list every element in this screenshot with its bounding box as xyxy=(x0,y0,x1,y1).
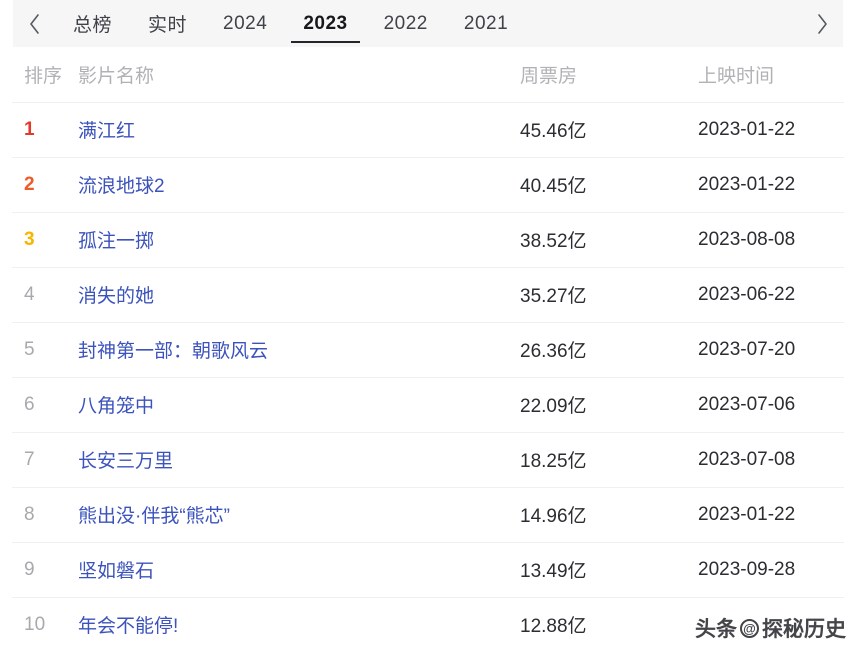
row-rank: 9 xyxy=(24,558,35,580)
row-title[interactable]: 熊出没·伴我“熊芯” xyxy=(78,506,230,527)
table-header-row: 排序 影片名称 周票房 上映时间 xyxy=(0,47,858,102)
row-rank: 6 xyxy=(24,393,35,415)
row-title[interactable]: 孤注一掷 xyxy=(78,231,155,252)
row-title[interactable]: 消失的她 xyxy=(78,286,155,307)
tab-2022[interactable]: 2022 xyxy=(383,12,428,34)
chevron-left-icon[interactable] xyxy=(13,0,55,47)
row-rank: 10 xyxy=(24,613,46,635)
row-boxoffice: 18.25亿 xyxy=(520,451,587,472)
tab-2021[interactable]: 2021 xyxy=(463,12,509,34)
table-row[interactable]: 8 熊出没·伴我“熊芯” 14.96亿 2023-01-22 xyxy=(0,487,858,542)
row-release: 2023-01-22 xyxy=(698,118,796,140)
row-title[interactable]: 长安三万里 xyxy=(78,451,174,472)
row-release: 2023-07-06 xyxy=(698,393,796,415)
row-rank: 4 xyxy=(24,283,35,305)
row-title[interactable]: 年会不能停! xyxy=(78,616,179,637)
row-rank: 8 xyxy=(24,503,35,525)
table-row[interactable]: 7 长安三万里 18.25亿 2023-07-08 xyxy=(0,432,858,487)
row-rank: 7 xyxy=(24,448,35,470)
row-title[interactable]: 八角笼中 xyxy=(78,396,155,417)
row-title[interactable]: 流浪地球2 xyxy=(78,176,165,197)
row-release: 2023-01-22 xyxy=(698,173,796,195)
tab-2024[interactable]: 2024 xyxy=(223,12,268,34)
table-row[interactable]: 10 年会不能停! 12.88亿 xyxy=(0,597,858,652)
row-release: 2023-01-22 xyxy=(698,503,796,525)
table-row[interactable]: 2 流浪地球2 40.45亿 2023-01-22 xyxy=(0,157,858,212)
row-release: 2023-07-20 xyxy=(698,338,796,360)
tab-realtime[interactable]: 实时 xyxy=(148,15,188,36)
table-row[interactable]: 1 满江红 45.46亿 2023-01-22 xyxy=(0,102,858,157)
row-boxoffice: 12.88亿 xyxy=(520,616,587,637)
ranking-table: 排序 影片名称 周票房 上映时间 1 满江红 45.46亿 2023-01-22… xyxy=(0,47,858,652)
row-boxoffice: 40.45亿 xyxy=(520,176,587,197)
row-release: 2023-08-08 xyxy=(698,228,796,250)
table-row[interactable]: 5 封神第一部：朝歌风云 26.36亿 2023-07-20 xyxy=(0,322,858,377)
table-row[interactable]: 3 孤注一掷 38.52亿 2023-08-08 xyxy=(0,212,858,267)
row-release: 2023-07-08 xyxy=(698,448,796,470)
year-tab-bar: 总榜 实时 2024 2023 2022 2021 xyxy=(13,0,843,47)
row-rank: 2 xyxy=(24,173,35,195)
row-boxoffice: 38.52亿 xyxy=(520,231,587,252)
column-header-boxoffice: 周票房 xyxy=(520,66,578,87)
row-boxoffice: 22.09亿 xyxy=(520,396,587,417)
row-rank: 5 xyxy=(24,338,35,360)
column-header-title: 影片名称 xyxy=(78,66,155,87)
row-release: 2023-09-28 xyxy=(698,558,796,580)
tab-2023[interactable]: 2023 xyxy=(285,0,365,47)
column-header-rank: 排序 xyxy=(24,66,63,87)
row-title[interactable]: 封神第一部：朝歌风云 xyxy=(78,341,269,362)
table-row[interactable]: 9 坚如磐石 13.49亿 2023-09-28 xyxy=(0,542,858,597)
row-title[interactable]: 坚如磐石 xyxy=(78,561,155,582)
tab-overall[interactable]: 总榜 xyxy=(73,15,113,36)
row-title[interactable]: 满江红 xyxy=(78,121,136,142)
tab-list: 总榜 实时 2024 2023 2022 2021 xyxy=(55,0,526,47)
row-boxoffice: 13.49亿 xyxy=(520,561,587,582)
row-boxoffice: 26.36亿 xyxy=(520,341,587,362)
row-boxoffice: 14.96亿 xyxy=(520,506,587,527)
column-header-release: 上映时间 xyxy=(698,66,775,87)
table-row[interactable]: 4 消失的她 35.27亿 2023-06-22 xyxy=(0,267,858,322)
row-rank: 3 xyxy=(24,228,35,250)
row-boxoffice: 45.46亿 xyxy=(520,121,587,142)
row-rank: 1 xyxy=(24,118,35,140)
row-boxoffice: 35.27亿 xyxy=(520,286,587,307)
row-release: 2023-06-22 xyxy=(698,283,796,305)
chevron-right-icon[interactable] xyxy=(801,0,843,47)
table-row[interactable]: 6 八角笼中 22.09亿 2023-07-06 xyxy=(0,377,858,432)
